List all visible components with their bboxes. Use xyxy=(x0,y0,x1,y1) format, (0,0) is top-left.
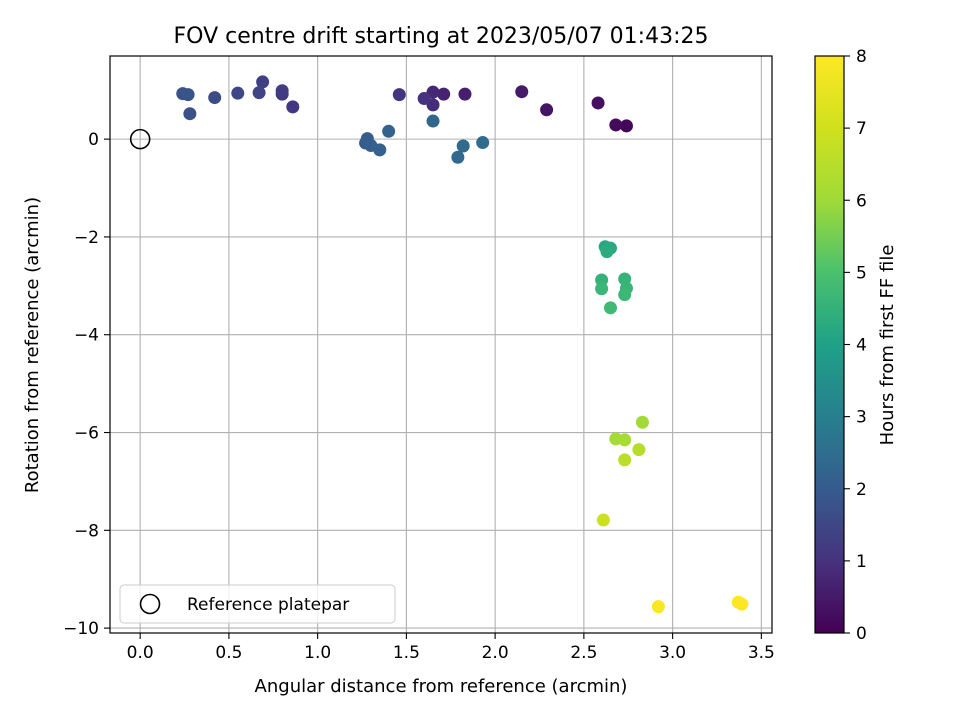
colorbar-tick-label: 2 xyxy=(856,480,867,500)
data-point xyxy=(476,136,490,150)
x-tick-label: 2.0 xyxy=(482,643,509,663)
reference-point xyxy=(129,128,151,150)
data-point xyxy=(515,85,529,99)
chart-title: FOV centre drift starting at 2023/05/07 … xyxy=(174,24,709,49)
legend-marker xyxy=(139,593,161,615)
colorbar-ticks: 0 1 2 3 4 5 6 7 8 xyxy=(844,47,867,644)
colorbar-tick-label: 4 xyxy=(856,336,867,356)
x-tick-label: 0.5 xyxy=(215,643,242,663)
x-tick-label: 0.0 xyxy=(127,643,154,663)
legend-box xyxy=(119,584,396,624)
data-point xyxy=(596,513,610,527)
data-point xyxy=(437,87,451,101)
x-tick-label: 1.5 xyxy=(393,643,420,663)
legend-label: Reference platepar xyxy=(187,595,349,615)
y-tick-label: −10 xyxy=(63,619,99,639)
data-point xyxy=(591,96,605,110)
y-tick-label: −8 xyxy=(74,521,99,541)
x-tick-label: 3.0 xyxy=(659,643,686,663)
colorbar-tick-label: 8 xyxy=(856,47,867,67)
colorbar-label: Hours from first FF file xyxy=(877,245,898,446)
colorbar-tick-label: 6 xyxy=(856,191,867,211)
data-point xyxy=(382,124,396,138)
data-point xyxy=(595,282,609,296)
data-point xyxy=(183,107,197,121)
colorbar: 0 1 2 3 4 5 6 7 8 Hours from first FF file xyxy=(814,47,898,644)
data-point xyxy=(618,288,632,302)
legend: Reference platepar xyxy=(119,584,396,624)
data-point xyxy=(635,415,649,429)
data-point xyxy=(451,150,465,164)
colorbar-tick-label: 7 xyxy=(856,119,867,139)
y-tick-label: −6 xyxy=(74,424,99,444)
colorbar-gradient xyxy=(815,56,844,633)
data-point xyxy=(275,84,289,98)
data-point xyxy=(231,86,245,100)
y-tick-label: −2 xyxy=(74,228,99,248)
data-points xyxy=(129,75,749,614)
data-point xyxy=(373,143,387,157)
data-point xyxy=(252,86,266,100)
grid-lines xyxy=(110,56,772,633)
axis-ticks: 0.0 0.5 1.0 1.5 2.0 2.5 3.0 3.5 0 −2 −4 −6 −8 −10 xyxy=(63,130,775,663)
y-tick-label: 0 xyxy=(88,130,99,150)
data-point xyxy=(609,118,623,132)
data-point xyxy=(540,103,554,117)
data-point xyxy=(417,92,431,106)
data-point xyxy=(632,443,646,457)
x-tick-label: 3.5 xyxy=(748,643,775,663)
data-point xyxy=(603,301,617,315)
data-point xyxy=(181,88,195,102)
data-point xyxy=(619,119,633,133)
data-point xyxy=(618,453,632,467)
data-point xyxy=(392,88,406,102)
colorbar-tick-label: 3 xyxy=(856,408,867,428)
y-tick-label: −4 xyxy=(74,326,99,346)
plot-frame xyxy=(109,55,773,634)
data-point xyxy=(256,75,270,89)
colorbar-tick-label: 5 xyxy=(856,263,867,283)
data-point xyxy=(208,91,222,105)
data-point xyxy=(735,597,749,611)
colorbar-tick-label: 0 xyxy=(856,624,867,644)
colorbar-tick-label: 1 xyxy=(856,552,867,572)
data-point xyxy=(458,87,472,101)
x-tick-label: 2.5 xyxy=(570,643,597,663)
x-axis-label: Angular distance from reference (arcmin) xyxy=(255,676,628,697)
data-point xyxy=(286,100,300,114)
data-point xyxy=(456,139,470,153)
x-tick-label: 1.0 xyxy=(304,643,331,663)
data-point xyxy=(426,114,440,128)
data-point xyxy=(651,600,665,614)
data-point xyxy=(600,245,614,259)
data-point xyxy=(618,433,632,447)
y-axis-label: Rotation from reference (arcmin) xyxy=(22,197,43,493)
